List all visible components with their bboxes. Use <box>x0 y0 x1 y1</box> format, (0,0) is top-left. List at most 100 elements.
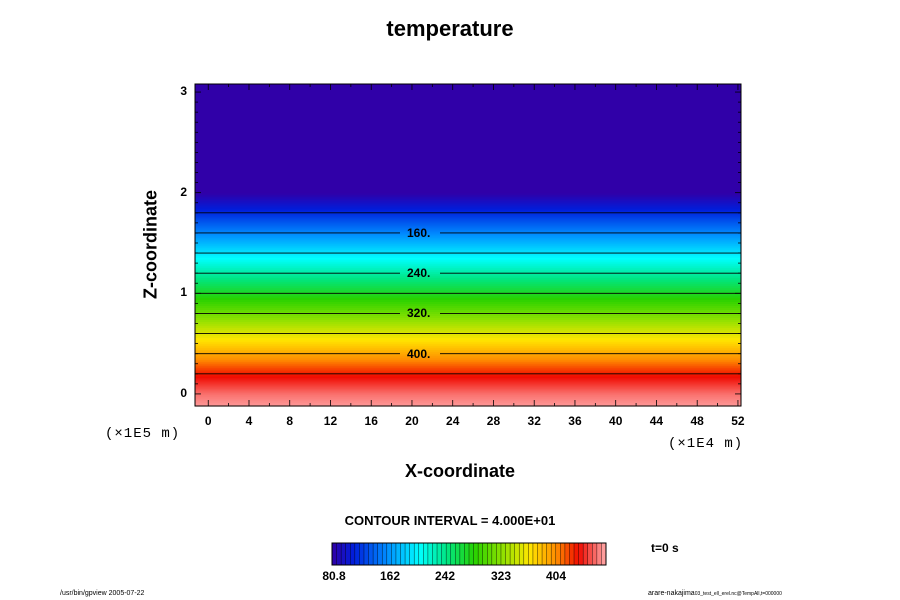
colorbar-cell <box>528 543 534 565</box>
colorbar-cell <box>537 543 543 565</box>
colorbar-tick-label: 404 <box>545 569 567 583</box>
colorbar-cell <box>592 543 598 565</box>
heat-strip <box>195 136 741 139</box>
heat-strip <box>195 281 741 284</box>
colorbar-cell <box>427 543 433 565</box>
footer-right-small: 03_test_ell_erel.nc@TempAll,t=000000 <box>694 591 782 597</box>
colorbar-cell <box>414 543 420 565</box>
heat-strip <box>195 138 741 141</box>
heat-strip <box>195 315 741 319</box>
contour-label: 160. <box>407 225 431 240</box>
heat-strip <box>195 140 741 143</box>
heat-strip <box>195 100 741 103</box>
colorbar-cell <box>332 543 337 565</box>
heat-strip <box>195 337 741 341</box>
colorbar-cell <box>441 543 447 565</box>
heat-strip <box>195 389 741 393</box>
heat-strip <box>195 186 741 190</box>
heat-strip <box>195 162 741 166</box>
colorbar-cell <box>437 543 442 565</box>
heat-strip <box>195 86 741 89</box>
heat-strip <box>195 108 741 111</box>
heat-strip <box>195 232 741 236</box>
heat-strip <box>195 275 741 278</box>
heat-strip <box>195 341 741 345</box>
heat-strip <box>195 387 741 391</box>
x-tick-label: 4 <box>245 414 253 428</box>
heat-strip <box>195 265 741 268</box>
heat-strip <box>195 293 741 296</box>
heat-strip <box>195 351 741 355</box>
heat-strip <box>195 317 741 321</box>
heat-strip <box>195 383 741 387</box>
heat-strip <box>195 309 741 313</box>
colorbar-cell <box>583 543 589 565</box>
heat-strip <box>195 90 741 93</box>
heat-strip <box>195 214 741 218</box>
colorbar-cell <box>459 543 465 565</box>
heat-strip <box>195 355 741 359</box>
heat-strip <box>195 170 741 174</box>
heat-strip <box>195 329 741 333</box>
colorbar-cell <box>368 543 374 565</box>
colorbar-cell <box>510 543 516 565</box>
heat-strip <box>195 255 741 258</box>
heat-strip <box>195 295 741 298</box>
x-tick-label: 52 <box>731 414 745 428</box>
colorbar-cell <box>345 543 351 565</box>
heat-strip <box>195 353 741 357</box>
heat-strip <box>195 251 741 254</box>
heat-strip <box>195 343 741 347</box>
colorbar-cell <box>523 543 529 565</box>
colorbar-cell <box>359 543 365 565</box>
colorbar-cell <box>496 543 502 565</box>
y-unit-label: (×1E5 m) <box>105 426 181 442</box>
heat-strip <box>195 291 741 294</box>
colorbar-cell <box>395 543 401 565</box>
heat-strip <box>195 174 741 178</box>
colorbar-cell <box>564 543 570 565</box>
chart-title: temperature <box>386 16 514 41</box>
heat-strip <box>195 299 741 302</box>
colorbar-cell <box>409 543 415 565</box>
colorbar-cell <box>487 543 493 565</box>
x-tick-label: 16 <box>364 414 378 428</box>
colorbar-cell <box>601 543 607 565</box>
colorbar-cell <box>354 543 360 565</box>
colorbar-tick-label: 80.8 <box>322 569 346 583</box>
heat-strip <box>195 178 741 182</box>
heat-strip <box>195 399 741 403</box>
heat-strip <box>195 311 741 315</box>
heat-strip <box>195 361 741 365</box>
x-tick-label: 8 <box>286 414 294 428</box>
heat-strip <box>195 289 741 292</box>
colorbar-cell <box>514 543 520 565</box>
heat-strip <box>195 367 741 371</box>
x-tick-label: 32 <box>527 414 541 428</box>
heat-strip <box>195 257 741 260</box>
heat-strip <box>195 395 741 399</box>
colorbar-cell <box>377 543 383 565</box>
heat-strip <box>195 228 741 232</box>
contour-label: 240. <box>407 266 431 281</box>
heat-strip <box>195 182 741 186</box>
footer-left: /usr/bin/gpview 2005-07-22 <box>60 590 145 597</box>
colorbar-cell <box>455 543 461 565</box>
heat-strip <box>195 393 741 397</box>
colorbar-cell <box>569 543 575 565</box>
colorbar-frame <box>331 542 607 566</box>
colorbar-cell <box>341 543 347 565</box>
heat-strip <box>195 94 741 97</box>
colorbar-cell <box>560 543 566 565</box>
heat-strip <box>195 134 741 137</box>
colorbar-tick-label: 162 <box>379 569 401 583</box>
heat-strip <box>195 401 741 405</box>
heat-strip <box>195 130 741 133</box>
footer-right: arare-nakajima03_test_ell_erel.nc@TempAl… <box>648 590 782 597</box>
footer-right-main: arare-nakajima <box>648 590 695 597</box>
heat-strip <box>195 226 741 230</box>
heat-strip <box>195 114 741 117</box>
colorbar-cell <box>405 543 411 565</box>
heat-strip <box>195 273 741 276</box>
heat-strip <box>195 269 741 272</box>
